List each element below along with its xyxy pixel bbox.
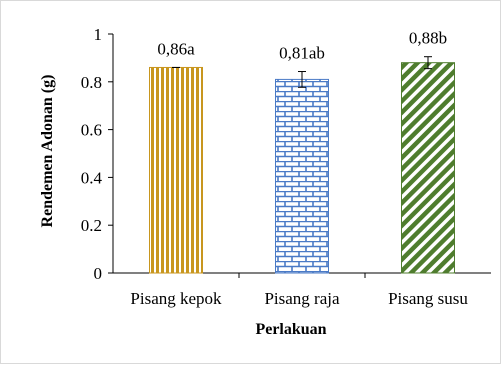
y-tick-label: 0.8 bbox=[81, 73, 102, 92]
bar-chart: 0 0.2 0.4 0.6 0.8 1 0,86a Pisang kepok 0,81ab Pis… bbox=[39, 25, 491, 338]
data-label: 0,81ab bbox=[279, 44, 325, 63]
data-label: 0,86a bbox=[157, 39, 195, 58]
y-axis-title: Rendemen Adonan (g) bbox=[39, 75, 56, 228]
x-tick-label: Pisang raja bbox=[264, 289, 340, 308]
x-tick-label: Pisang susu bbox=[388, 289, 468, 308]
x-axis-title: Perlakuan bbox=[255, 321, 326, 338]
y-tick-label: 0 bbox=[94, 264, 103, 283]
y-tick-label: 1 bbox=[94, 25, 103, 44]
y-tick-label: 0.6 bbox=[81, 121, 102, 140]
x-tick-label: Pisang kepok bbox=[130, 289, 222, 308]
data-label: 0,88b bbox=[409, 29, 447, 48]
bar-1 bbox=[149, 66, 203, 274]
y-tick-label: 0.4 bbox=[81, 168, 103, 187]
y-tick-label: 0.2 bbox=[81, 216, 102, 235]
bar-2 bbox=[275, 78, 329, 274]
plot-area: 0 0.2 0.4 0.6 0.8 1 0,86a Pisang kepok 0,81ab Pis… bbox=[81, 25, 491, 308]
bar-3 bbox=[401, 62, 455, 274]
